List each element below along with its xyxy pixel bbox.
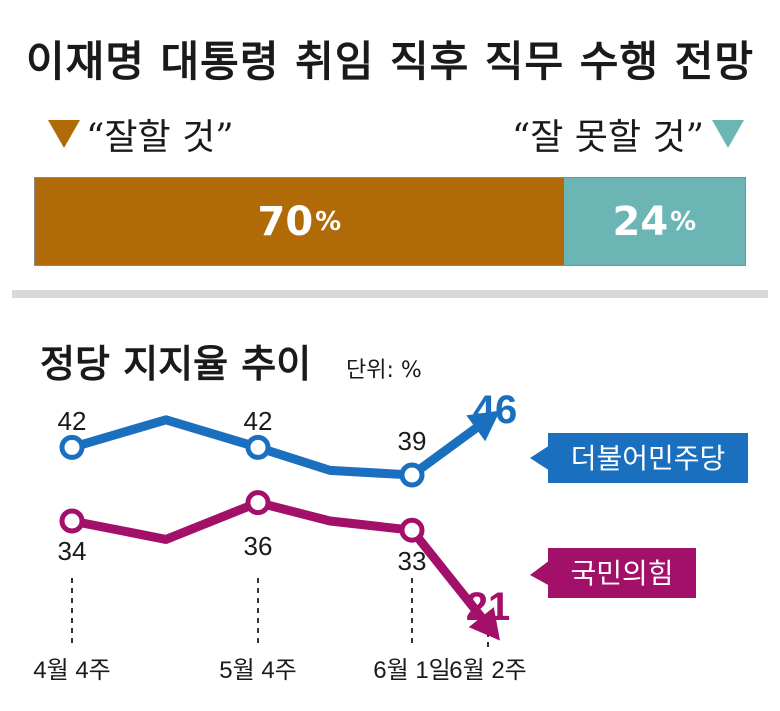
data-point: [245, 434, 271, 460]
data-point: [245, 490, 271, 516]
data-label-latest: 46: [473, 388, 518, 432]
section-divider: [12, 290, 768, 298]
bad-value: 24: [612, 198, 669, 245]
down-triangle-icon: [712, 120, 744, 148]
approval-bad-segment: 24%: [563, 178, 745, 265]
trend-title: 정당 지지율 추이: [40, 342, 312, 386]
approval-good-segment: 70%: [35, 178, 564, 265]
x-tick-label: 6월 1일: [373, 657, 451, 684]
x-tick-label: 4월 4주: [33, 657, 111, 684]
data-point: [399, 517, 425, 543]
data-label: 42: [58, 406, 87, 436]
trend-unit: 단위: %: [346, 358, 422, 383]
data-point: [59, 508, 85, 534]
good-percent-sign: %: [315, 206, 342, 237]
data-point: [59, 434, 85, 460]
data-label: 36: [244, 531, 273, 561]
bad-percent-sign: %: [670, 206, 697, 237]
tag-pointer: [530, 445, 550, 471]
data-label: 42: [244, 406, 273, 436]
legend-bad: “잘 못할 것”: [512, 108, 744, 160]
legend-bad-label: “잘 못할 것”: [511, 117, 704, 158]
data-label: 39: [398, 426, 427, 456]
series-tag: [548, 433, 748, 483]
data-point: [399, 462, 425, 488]
good-value: 70: [257, 198, 314, 245]
arrow-head: [466, 410, 500, 442]
legend-good-label: “잘할 것”: [86, 117, 234, 158]
legend-good: “잘할 것”: [48, 108, 234, 160]
chart-title: 이재명 대통령 취임 직후 직무 수행 전망: [26, 37, 754, 86]
data-label: 34: [58, 536, 87, 566]
series-line: [67, 415, 492, 480]
approval-bar: 70% 24%: [34, 177, 746, 266]
down-triangle-icon: [48, 120, 80, 148]
data-label-latest: 21: [466, 585, 511, 629]
series-line: [67, 498, 495, 633]
tag-pointer: [530, 560, 550, 586]
series-tag: [548, 548, 696, 598]
x-tick-label: 6월 2주: [449, 657, 527, 684]
arrow-head: [468, 607, 500, 641]
data-label: 33: [398, 546, 427, 576]
series-name-ppp: 국민의힘: [570, 558, 673, 589]
x-tick-label: 5월 4주: [219, 657, 297, 684]
series-name-democratic: 더불어민주당: [571, 443, 726, 474]
